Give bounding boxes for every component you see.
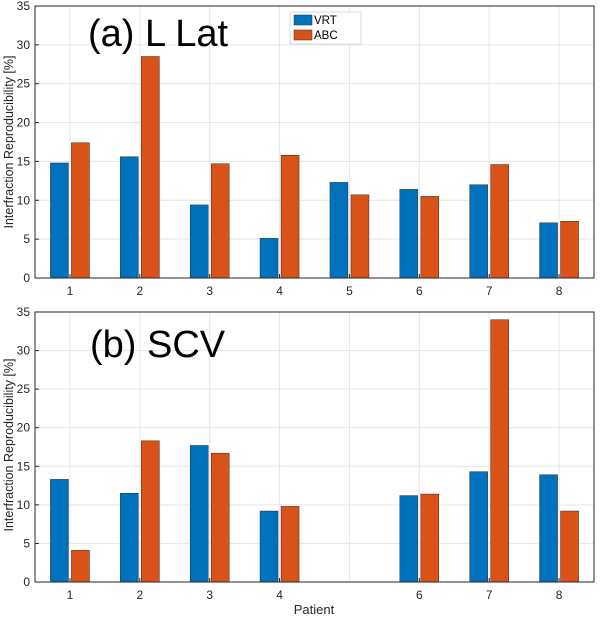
panel-a-bar-vrt-patient-2	[120, 156, 139, 279]
panel-b-ytick-label: 5	[23, 536, 30, 550]
panel-b-title: (b) SCV	[90, 324, 226, 366]
panel-a-y-axis-label: Interfraction Reproducibility [%]	[2, 56, 16, 229]
panel-a-bar-vrt-patient-7	[469, 184, 488, 279]
panel-b-bar-abc-patient-8	[560, 510, 579, 583]
panel-a-bar-vrt-patient-8	[539, 222, 558, 279]
panel-b-xtick-label: 8	[556, 588, 563, 602]
legend: VRT ABC	[289, 11, 362, 45]
panel-b: 0 5 10 15 20 25 30 35 1 2 3 4 6 7 8 Interfraction Rep…	[2, 305, 595, 617]
panel-a-ytick-label: 25	[17, 77, 31, 91]
panel-a-xtick-label: 1	[67, 284, 74, 298]
panel-a-bar-vrt-patient-5	[329, 182, 349, 279]
panel-b-ytick-label: 25	[17, 382, 31, 396]
panel-b-ytick-label: 35	[17, 305, 31, 319]
panel-a-ytick-label: 35	[17, 0, 31, 13]
panel-b-bar-vrt-patient-4	[259, 510, 279, 583]
legend-swatch-vrt	[293, 14, 313, 26]
panel-a-xtick-label: 3	[206, 284, 213, 298]
panel-a-plot-frame	[34, 5, 595, 279]
panel-a-bar-abc-patient-2	[141, 56, 160, 279]
panel-b-bar-vrt-patient-6	[399, 495, 419, 583]
panel-b-bar-abc-patient-4	[280, 506, 300, 583]
panel-b-bar-vrt-patient-1	[50, 479, 69, 583]
legend-label-vrt: VRT	[314, 15, 337, 27]
panel-a-ytick-label: 15	[17, 154, 31, 168]
panel-b-xtick-label: 7	[486, 588, 493, 602]
panel-b-xtick-label: 2	[136, 588, 143, 602]
panel-a-xtick-label: 5	[346, 284, 353, 298]
panel-b-ytick-label: 10	[17, 498, 31, 512]
panel-b-plot-frame	[34, 311, 595, 583]
panel-b-xtick-label: 6	[416, 588, 423, 602]
panel-b-bar-abc-patient-2	[141, 440, 160, 583]
panel-a-bar-vrt-patient-6	[399, 189, 419, 279]
panel-b-bar-vrt-patient-8	[539, 474, 558, 583]
panel-a-ytick-label: 10	[17, 193, 31, 207]
panel-a-ytick-label: 5	[23, 232, 30, 246]
panel-b-bar-abc-patient-7	[490, 319, 509, 583]
panel-b-y-axis-label: Interfraction Reproducibility [%]	[2, 359, 16, 532]
panel-a: 0 5 10 15 20 25 30 35 1 2 3 4 5 6 7 8 Interfraction Re…	[2, 0, 595, 298]
panel-a-xtick-label: 4	[276, 284, 283, 298]
panel-a-bar-abc-patient-7	[490, 164, 509, 279]
panel-a-ytick-label: 30	[17, 38, 31, 52]
panel-b-bar-vrt-patient-7	[469, 471, 488, 583]
panel-a-bar-abc-patient-5	[350, 194, 370, 279]
legend-label-abc: ABC	[314, 30, 338, 42]
panel-a-xtick-label: 7	[486, 284, 493, 298]
panel-a-title: (a) L Lat	[88, 13, 229, 55]
panel-b-xtick-label: 4	[276, 588, 283, 602]
panel-a-bar-abc-patient-3	[210, 163, 230, 279]
panel-b-bar-abc-patient-3	[210, 452, 230, 583]
panel-a-bar-vrt-patient-3	[189, 204, 209, 279]
panel-b-ytick-label: 30	[17, 344, 31, 358]
panel-b-ytick-label: 0	[23, 575, 30, 589]
panel-b-xtick-label: 3	[206, 588, 213, 602]
panel-a-bar-abc-patient-4	[280, 154, 300, 279]
panel-b-ytick-label: 15	[17, 459, 31, 473]
panel-b-bar-vrt-patient-3	[189, 445, 209, 583]
panel-a-xtick-label: 2	[136, 284, 143, 298]
panel-a-bar-vrt-patient-4	[259, 238, 279, 279]
panel-a-bar-abc-patient-6	[420, 196, 440, 279]
panel-b-bar-vrt-patient-2	[120, 493, 139, 583]
x-axis-label: Patient	[294, 602, 335, 617]
panel-b-bar-abc-patient-1	[71, 550, 90, 583]
panel-b-xtick-label: 1	[67, 588, 74, 602]
legend-swatch-abc	[293, 29, 313, 41]
panel-b-bar-abc-patient-6	[420, 493, 440, 583]
panel-a-ytick-label: 0	[23, 271, 30, 285]
panel-a-bar-abc-patient-1	[71, 142, 90, 279]
panel-a-xtick-label: 6	[416, 284, 423, 298]
panel-b-ytick-label: 20	[17, 421, 31, 435]
panel-a-bar-abc-patient-8	[560, 221, 579, 279]
panel-a-ytick-label: 20	[17, 116, 31, 130]
panel-a-bar-vrt-patient-1	[50, 162, 69, 279]
panel-a-xtick-label: 8	[556, 284, 563, 298]
